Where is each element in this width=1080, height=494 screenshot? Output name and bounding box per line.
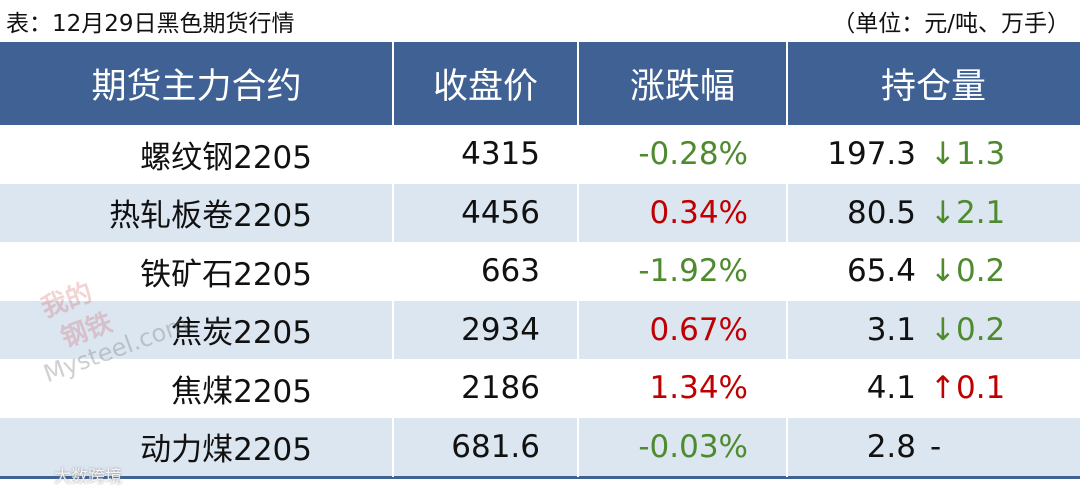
change-pct: 0.34% — [649, 194, 748, 231]
contract-name: 焦煤2205 — [171, 373, 312, 410]
oi-change: ↑0.1 — [930, 370, 1006, 406]
change-pct: 1.34% — [649, 370, 748, 406]
table-row: 焦炭2205 2934 0.67% 3.1 ↓0.2 — [0, 300, 1080, 359]
watermark: 大数跨境 — [54, 467, 122, 487]
table-header: 期货主力合约 收盘价 涨跌幅 持仓量 — [0, 42, 1080, 125]
contract-name: 热轧板卷2205 — [109, 198, 312, 234]
table-row: 螺纹钢2205 4315 -0.28% 197.3 ↓1.3 — [0, 125, 1080, 183]
header-cell: 期货主力合约 — [91, 67, 302, 107]
open-interest: 4.1 — [866, 370, 916, 406]
change-pct: -0.03% — [638, 428, 748, 465]
oi-change: ↓0.2 — [930, 253, 1006, 289]
oi-change: - — [930, 428, 942, 465]
header-cell: 涨跌幅 — [629, 67, 735, 107]
contract-name: 焦炭2205 — [171, 315, 312, 351]
close-price: 663 — [480, 253, 540, 289]
open-interest: 80.5 — [846, 194, 916, 231]
change-pct: -1.92% — [638, 253, 748, 289]
table-row: 铁矿石2205 663 -1.92% 65.4 ↓0.2 — [0, 242, 1080, 300]
oi-change: ↓0.2 — [930, 311, 1006, 348]
open-interest: 3.1 — [866, 311, 916, 348]
column-divider — [577, 42, 579, 477]
table-row: 热轧板卷2205 4456 0.34% 80.5 ↓2.1 — [0, 183, 1080, 242]
close-price: 4315 — [461, 136, 540, 172]
open-interest: 2.8 — [866, 428, 916, 465]
change-pct: 0.67% — [649, 311, 748, 348]
column-divider — [392, 42, 394, 477]
close-price: 4456 — [461, 194, 540, 231]
header-cell: 持仓量 — [880, 67, 986, 107]
table-row: 焦煤2205 2186 1.34% 4.1 ↑0.1 — [0, 359, 1080, 417]
bottom-border — [0, 476, 1080, 479]
oi-change: ↓1.3 — [930, 136, 1006, 172]
unit-note: （单位：元/吨、万手） — [832, 11, 1070, 37]
open-interest: 197.3 — [827, 136, 916, 172]
header-cell: 收盘价 — [432, 67, 538, 107]
contract-name: 螺纹钢2205 — [140, 139, 312, 176]
oi-change: ↓2.1 — [930, 194, 1006, 231]
table-row: 动力煤2205 681.6 -0.03% 2.8- — [0, 417, 1080, 476]
caption: 表：12月29日黑色期货行情 — [6, 11, 295, 37]
change-pct: -0.28% — [638, 136, 748, 172]
close-price: 2934 — [461, 311, 540, 348]
open-interest: 65.4 — [846, 253, 916, 289]
close-price: 2186 — [461, 370, 540, 406]
contract-name: 动力煤2205 — [140, 432, 312, 468]
contract-name: 铁矿石2205 — [140, 256, 312, 293]
close-price: 681.6 — [451, 428, 540, 465]
column-divider — [786, 42, 788, 477]
